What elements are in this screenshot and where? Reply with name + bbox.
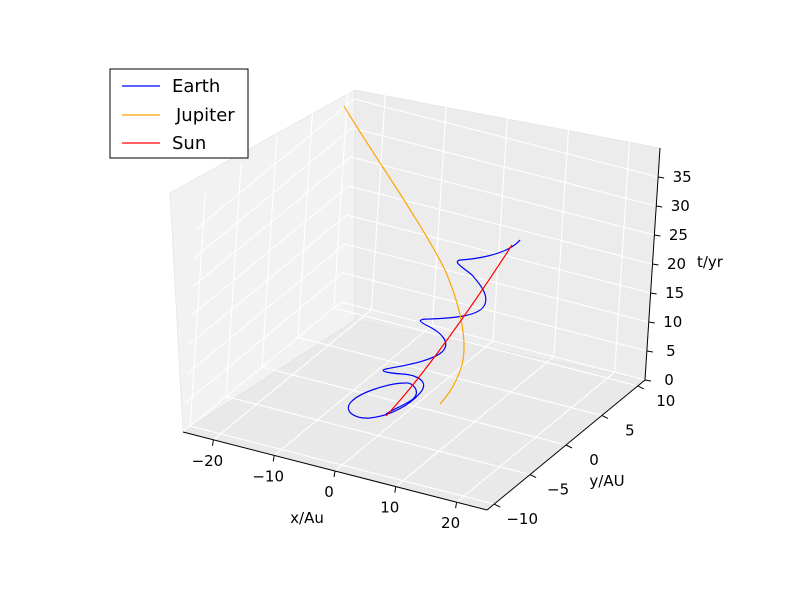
- z-ticks: 0 5 10 15 20 25 30 35: [644, 168, 692, 389]
- z-axis-label: t/yr: [697, 253, 724, 271]
- y-tick-mark: [637, 385, 645, 390]
- z-tick-mark: [648, 321, 655, 324]
- x-tick-mark: [333, 470, 336, 478]
- legend-label-jupiter: Jupiter: [175, 105, 235, 126]
- y-tick-mark: [493, 503, 501, 508]
- legend: Earth Jupiter Sun: [109, 68, 249, 159]
- grid-line-z: [192, 156, 655, 288]
- y-tick-label: 5: [625, 421, 635, 439]
- series-line-sun: [385, 244, 513, 417]
- z-tick-mark: [646, 350, 653, 353]
- x-tick-label: 10: [380, 499, 399, 517]
- y-tick-label: 10: [656, 392, 675, 410]
- z-tick-mark: [654, 234, 661, 237]
- y-tick-mark: [529, 474, 537, 478]
- series-group: [343, 105, 521, 419]
- x-tick-label: −10: [252, 467, 284, 485]
- grid-line-z: [190, 185, 653, 317]
- z-tick-mark: [652, 263, 659, 266]
- grid-line-z: [195, 98, 659, 230]
- z-tick-label: 25: [669, 226, 688, 244]
- grid-lines: [182, 75, 659, 505]
- grid-line-z: [184, 272, 648, 404]
- x-tick-label: 0: [324, 483, 334, 501]
- x-tick-mark: [455, 502, 458, 509]
- grid-line-z: [193, 127, 657, 259]
- z-tick-label: 20: [667, 255, 686, 273]
- x-axis-label: x/Au: [290, 509, 324, 527]
- y-tick-label: 0: [589, 451, 599, 469]
- z-tick-label: 35: [673, 168, 692, 186]
- z-tick-label: 30: [671, 197, 690, 215]
- y-tick-mark: [565, 444, 573, 449]
- x-tick-mark: [394, 486, 397, 493]
- x-tick-label: −20: [192, 452, 224, 470]
- x-ticks: −20 −10 0 10 20: [192, 439, 460, 532]
- legend-label-sun: Sun: [172, 133, 206, 154]
- y-axis-label: y/AU: [589, 472, 624, 490]
- legend-label-earth: Earth: [172, 76, 220, 97]
- z-tick-mark: [650, 292, 657, 295]
- grid-line-z: [188, 214, 651, 346]
- y-tick-label: −5: [547, 481, 569, 499]
- z-tick-label: 0: [664, 371, 674, 389]
- x-tick-mark: [211, 439, 214, 446]
- grid-line-z: [182, 301, 646, 433]
- series-line-jupiter: [343, 105, 465, 405]
- z-tick-mark: [644, 379, 652, 382]
- y-tick-mark: [601, 415, 609, 419]
- grid-line-z: [186, 243, 649, 375]
- z-tick-mark: [658, 176, 665, 179]
- y-ticks: −10 −5 0 5 10: [493, 385, 675, 528]
- z-tick-label: 5: [666, 342, 676, 360]
- z-tick-label: 10: [663, 313, 682, 331]
- series-line-earth: [347, 239, 521, 419]
- z-tick-label: 15: [665, 284, 684, 302]
- y-tick-label: −10: [506, 510, 538, 528]
- z-tick-mark: [656, 205, 663, 208]
- x-tick-mark: [272, 455, 275, 462]
- x-tick-label: 20: [441, 514, 460, 532]
